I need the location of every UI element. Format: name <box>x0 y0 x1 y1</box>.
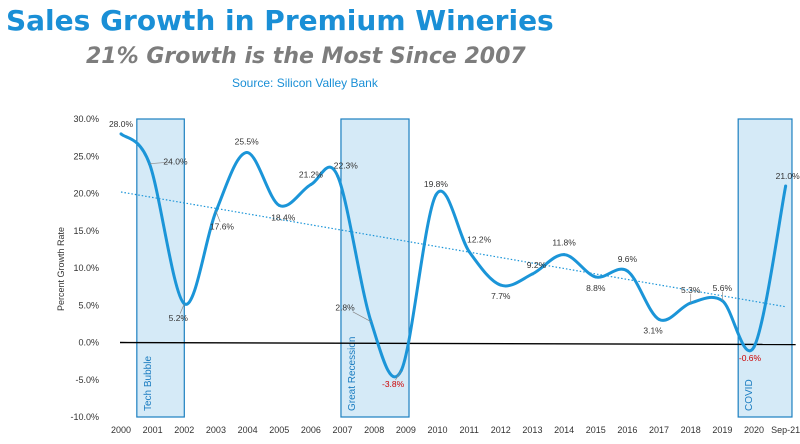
data-point <box>245 151 249 155</box>
x-tick-label: 2015 <box>586 425 606 435</box>
x-tick-label: 2003 <box>206 425 226 435</box>
data-point <box>625 269 629 273</box>
axes: -10.0% -5.0% 0.0% 5.0% 10.0% 15.0% 20.0% 25.0% 3… <box>70 114 800 435</box>
data-labels: 28.0% 24.0% 5.2% 17.6% 25.5% 18.4% 21.2% 22.3% 2… <box>109 119 800 389</box>
x-tick-label: 2014 <box>554 425 574 435</box>
x-tick-label: Sep-21 <box>771 425 800 435</box>
x-tick-label: 2017 <box>649 425 669 435</box>
x-tick-label: 2006 <box>301 425 321 435</box>
data-label: 19.8% <box>424 179 449 189</box>
band-covid <box>737 118 793 418</box>
y-axis-title: Percent Growth Rate <box>56 227 66 311</box>
data-label: -3.8% <box>382 379 405 389</box>
data-label: 3.1% <box>643 325 663 335</box>
x-tick-label: 2005 <box>269 425 289 435</box>
data-label: 25.5% <box>235 137 260 147</box>
data-label: -0.6% <box>739 353 762 363</box>
data-point <box>784 184 788 188</box>
x-tick-label: 2018 <box>681 425 701 435</box>
y-tick-label: 5.0% <box>78 300 99 310</box>
band-great-recession <box>340 118 410 418</box>
data-label: 17.6% <box>210 221 235 231</box>
data-point <box>119 132 123 136</box>
trendline <box>120 191 786 308</box>
trendline-path <box>120 191 786 308</box>
chart-source: Source: Silicon Valley Bank <box>232 76 378 90</box>
x-tick-label: 2008 <box>364 425 384 435</box>
data-point <box>752 345 756 349</box>
x-tick-label: 2001 <box>143 425 163 435</box>
chart-subtitle: 21% Growth is the Most Since 2007 <box>86 44 526 69</box>
data-point <box>562 253 566 257</box>
data-label: 5.2% <box>169 313 189 323</box>
y-tick-label: 20.0% <box>73 189 99 199</box>
data-point <box>499 283 503 287</box>
label-leader <box>215 211 221 223</box>
band-label: Tech Bubble <box>143 356 154 411</box>
y-tick-label: 15.0% <box>73 226 99 236</box>
data-label: 28.0% <box>109 119 134 129</box>
y-tick-label: 0.0% <box>78 338 99 348</box>
data-label: 9.2% <box>527 260 547 270</box>
data-point <box>657 317 661 321</box>
band-label: COVID <box>744 379 755 411</box>
data-label: 7.7% <box>491 291 511 301</box>
data-point <box>434 193 438 197</box>
data-label: 21.2% <box>299 170 324 180</box>
y-tick-label: 10.0% <box>73 263 99 273</box>
x-tick-label: 2009 <box>396 425 416 435</box>
x-tick-label: 2007 <box>333 425 353 435</box>
label-leader <box>179 303 185 314</box>
series-line-path <box>119 132 788 379</box>
data-points <box>119 132 788 373</box>
x-tick-label: 2000 <box>111 425 131 435</box>
data-label: 2.8% <box>335 303 355 313</box>
data-label: 18.4% <box>271 212 296 222</box>
data-point <box>309 183 313 187</box>
period-bands: Tech Bubble Great Recession COVID <box>136 118 793 418</box>
data-label: 21.0% <box>776 171 800 181</box>
data-point <box>530 272 534 276</box>
band-label: Great Recession <box>347 337 358 411</box>
y-tick-label: 25.0% <box>73 151 99 161</box>
data-point <box>467 250 471 254</box>
x-tick-label: 2019 <box>712 425 732 435</box>
x-tick-label: 2004 <box>238 425 258 435</box>
label-leader <box>395 370 402 381</box>
x-tick-label: 2012 <box>491 425 511 435</box>
x-tick-label: 2016 <box>617 425 637 435</box>
label-leader <box>352 311 372 322</box>
x-tick-label: 2002 <box>174 425 194 435</box>
band-tech-bubble <box>136 118 185 418</box>
data-label: 5.6% <box>713 283 733 293</box>
data-label: 11.8% <box>552 238 576 248</box>
y-tick-label: -10.0% <box>70 412 99 422</box>
y-tick-label: -5.0% <box>75 375 99 385</box>
data-label: 9.6% <box>618 254 638 264</box>
data-label: 24.0% <box>163 157 188 167</box>
x-tick-label: 2020 <box>744 425 764 435</box>
x-tick-label: 2013 <box>522 425 542 435</box>
data-label: 12.2% <box>467 235 492 245</box>
data-point <box>336 174 340 178</box>
data-point <box>277 203 281 207</box>
data-label: 22.3% <box>334 160 359 170</box>
zero-line <box>119 341 796 346</box>
x-tick-label: 2011 <box>459 425 478 435</box>
label-leader <box>149 161 168 165</box>
data-label: 5.3% <box>681 285 701 295</box>
y-tick-label: 30.0% <box>73 114 99 124</box>
data-label: 8.8% <box>586 283 606 293</box>
data-point <box>594 275 598 279</box>
series-line <box>119 132 788 379</box>
chart-title: Sales Growth in Premium Wineries <box>6 4 554 37</box>
x-tick-label: 2010 <box>427 425 447 435</box>
